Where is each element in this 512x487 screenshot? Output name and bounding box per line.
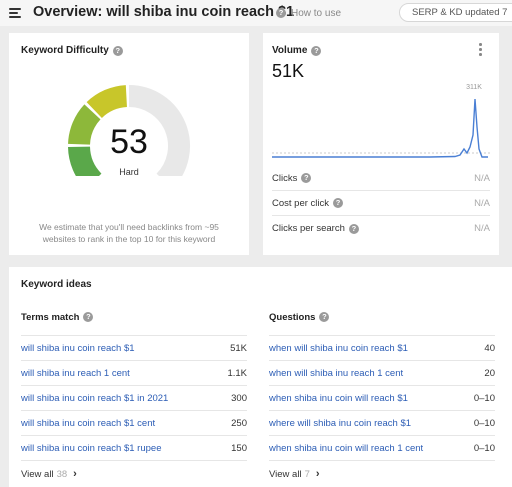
volume-value: 51K bbox=[272, 61, 305, 81]
terms-match-column: Terms match ? will shiba inu coin reach … bbox=[21, 311, 247, 483]
terms-match-help-icon[interactable]: ? bbox=[83, 312, 94, 322]
keyword-volume: 0–10 bbox=[473, 442, 495, 454]
table-row: will shiba inu reach 1 cent 1.1K bbox=[21, 360, 247, 385]
keyword-volume: 150 bbox=[231, 442, 247, 454]
terms-match-heading: Terms match ? bbox=[21, 311, 247, 323]
table-row: will shiba inu coin reach $1 51K bbox=[21, 335, 247, 360]
keyword-volume: 0–10 bbox=[473, 392, 495, 404]
cpc-help-icon[interactable]: ? bbox=[333, 198, 344, 208]
how-to-use-link[interactable]: ? How to use bbox=[276, 6, 341, 20]
view-all-terms-button[interactable]: View all 38 › bbox=[21, 460, 247, 483]
clicks-label: Clicks bbox=[272, 172, 298, 184]
keyword-link[interactable]: will shiba inu coin reach $1 rupee bbox=[21, 442, 162, 454]
kd-title: Keyword Difficulty ? bbox=[21, 45, 123, 56]
keyword-link[interactable]: will shiba inu coin reach $1 cent bbox=[21, 417, 156, 429]
clicks-value: N/A bbox=[474, 172, 490, 184]
metric-row: Cost per click ? N/A bbox=[272, 191, 490, 216]
metric-row: Clicks ? N/A bbox=[272, 166, 490, 191]
view-all-questions-button[interactable]: View all 7 › bbox=[269, 460, 495, 483]
terms-match-label: Terms match bbox=[21, 311, 80, 323]
table-row: when will shiba inu coin reach $1 40 bbox=[269, 335, 495, 360]
keyword-link[interactable]: will shiba inu reach 1 cent bbox=[21, 367, 130, 379]
cpc-value: N/A bbox=[474, 197, 490, 209]
table-row: when shiba inu coin will reach 1 cent 0–… bbox=[269, 435, 495, 460]
keyword-link[interactable]: will shiba inu coin reach $1 in 2021 bbox=[21, 392, 169, 404]
top-bar: Overview: will shiba inu coin reach $1 ?… bbox=[0, 0, 512, 26]
questions-label: Questions bbox=[269, 311, 316, 323]
clicks-help-icon[interactable]: ? bbox=[301, 173, 312, 183]
keyword-link[interactable]: when shiba inu coin will reach 1 cent bbox=[269, 442, 424, 454]
questions-column: Questions ? when will shiba inu coin rea… bbox=[269, 311, 495, 483]
table-row: when shiba inu coin will reach $1 0–10 bbox=[269, 385, 495, 410]
view-all-label: View all bbox=[21, 468, 54, 480]
keyword-volume: 20 bbox=[484, 367, 495, 379]
questions-heading: Questions ? bbox=[269, 311, 495, 323]
gauge-segment bbox=[128, 85, 190, 176]
keyword-link[interactable]: when will shiba inu coin reach $1 bbox=[269, 342, 408, 354]
question-icon: ? bbox=[276, 8, 286, 18]
page-title: Overview: will shiba inu coin reach $1 bbox=[33, 4, 295, 20]
kd-level: Hard bbox=[119, 167, 139, 177]
keyword-volume: 51K bbox=[230, 342, 247, 354]
chevron-right-icon: › bbox=[73, 468, 77, 480]
cps-value: N/A bbox=[474, 223, 490, 234]
table-row: will shiba inu coin reach $1 in 2021 300 bbox=[21, 385, 247, 410]
kd-score: 53 bbox=[110, 123, 148, 161]
more-options-icon[interactable] bbox=[477, 43, 483, 56]
table-row: when will shiba inu reach 1 cent 20 bbox=[269, 360, 495, 385]
metric-row: Clicks per search ? N/A bbox=[272, 216, 490, 241]
keyword-volume: 40 bbox=[484, 342, 495, 354]
volume-card: Volume ? 51K 311K Clicks ? N/A Cost per … bbox=[263, 33, 499, 255]
peak-label: 311K bbox=[466, 84, 482, 91]
keyword-volume: 1.1K bbox=[227, 367, 247, 379]
cpc-label: Cost per click bbox=[272, 197, 330, 209]
view-all-count: 38 bbox=[56, 468, 68, 480]
keyword-difficulty-card: Keyword Difficulty ? 53 Hard We estimate… bbox=[9, 33, 249, 255]
kd-title-label: Keyword Difficulty bbox=[21, 45, 109, 56]
menu-icon[interactable] bbox=[9, 8, 21, 18]
volume-title: Volume ? bbox=[272, 45, 322, 56]
volume-trend-chart: 311K bbox=[272, 84, 492, 158]
how-to-use-label: How to use bbox=[291, 7, 342, 19]
volume-title-label: Volume bbox=[272, 45, 308, 56]
table-row: where will shiba inu coin reach $1 0–10 bbox=[269, 410, 495, 435]
questions-help-icon[interactable]: ? bbox=[319, 312, 330, 322]
keyword-link[interactable]: when shiba inu coin will reach $1 bbox=[269, 392, 408, 404]
table-row: will shiba inu coin reach $1 rupee 150 bbox=[21, 435, 247, 460]
view-all-count: 7 bbox=[304, 468, 310, 480]
keyword-volume: 250 bbox=[231, 417, 247, 429]
keyword-link[interactable]: when will shiba inu reach 1 cent bbox=[269, 367, 404, 379]
keyword-volume: 300 bbox=[231, 392, 247, 404]
view-all-label: View all bbox=[269, 468, 302, 480]
keyword-link[interactable]: will shiba inu coin reach $1 bbox=[21, 342, 135, 354]
kd-help-icon[interactable]: ? bbox=[112, 45, 123, 56]
volume-help-icon[interactable]: ? bbox=[311, 45, 322, 56]
keyword-volume: 0–10 bbox=[473, 417, 495, 429]
cps-label: Clicks per search bbox=[272, 223, 345, 234]
kd-note: We estimate that you'll need backlinks f… bbox=[39, 222, 219, 244]
serp-kd-status-badge[interactable]: SERP & KD updated 7 bbox=[399, 3, 512, 22]
cps-help-icon[interactable]: ? bbox=[348, 223, 359, 234]
gauge-segment bbox=[68, 104, 101, 146]
chevron-right-icon: › bbox=[315, 468, 320, 480]
kd-gauge bbox=[68, 85, 190, 176]
gauge-segment bbox=[86, 85, 128, 119]
trend-line bbox=[272, 98, 488, 158]
keyword-ideas-card: Keyword ideas Terms match ? will shiba i… bbox=[9, 267, 512, 487]
table-row: will shiba inu coin reach $1 cent 250 bbox=[21, 410, 247, 435]
gauge-segment bbox=[68, 146, 102, 176]
keyword-ideas-title: Keyword ideas bbox=[21, 279, 92, 290]
keyword-link[interactable]: where will shiba inu coin reach $1 bbox=[269, 417, 412, 429]
